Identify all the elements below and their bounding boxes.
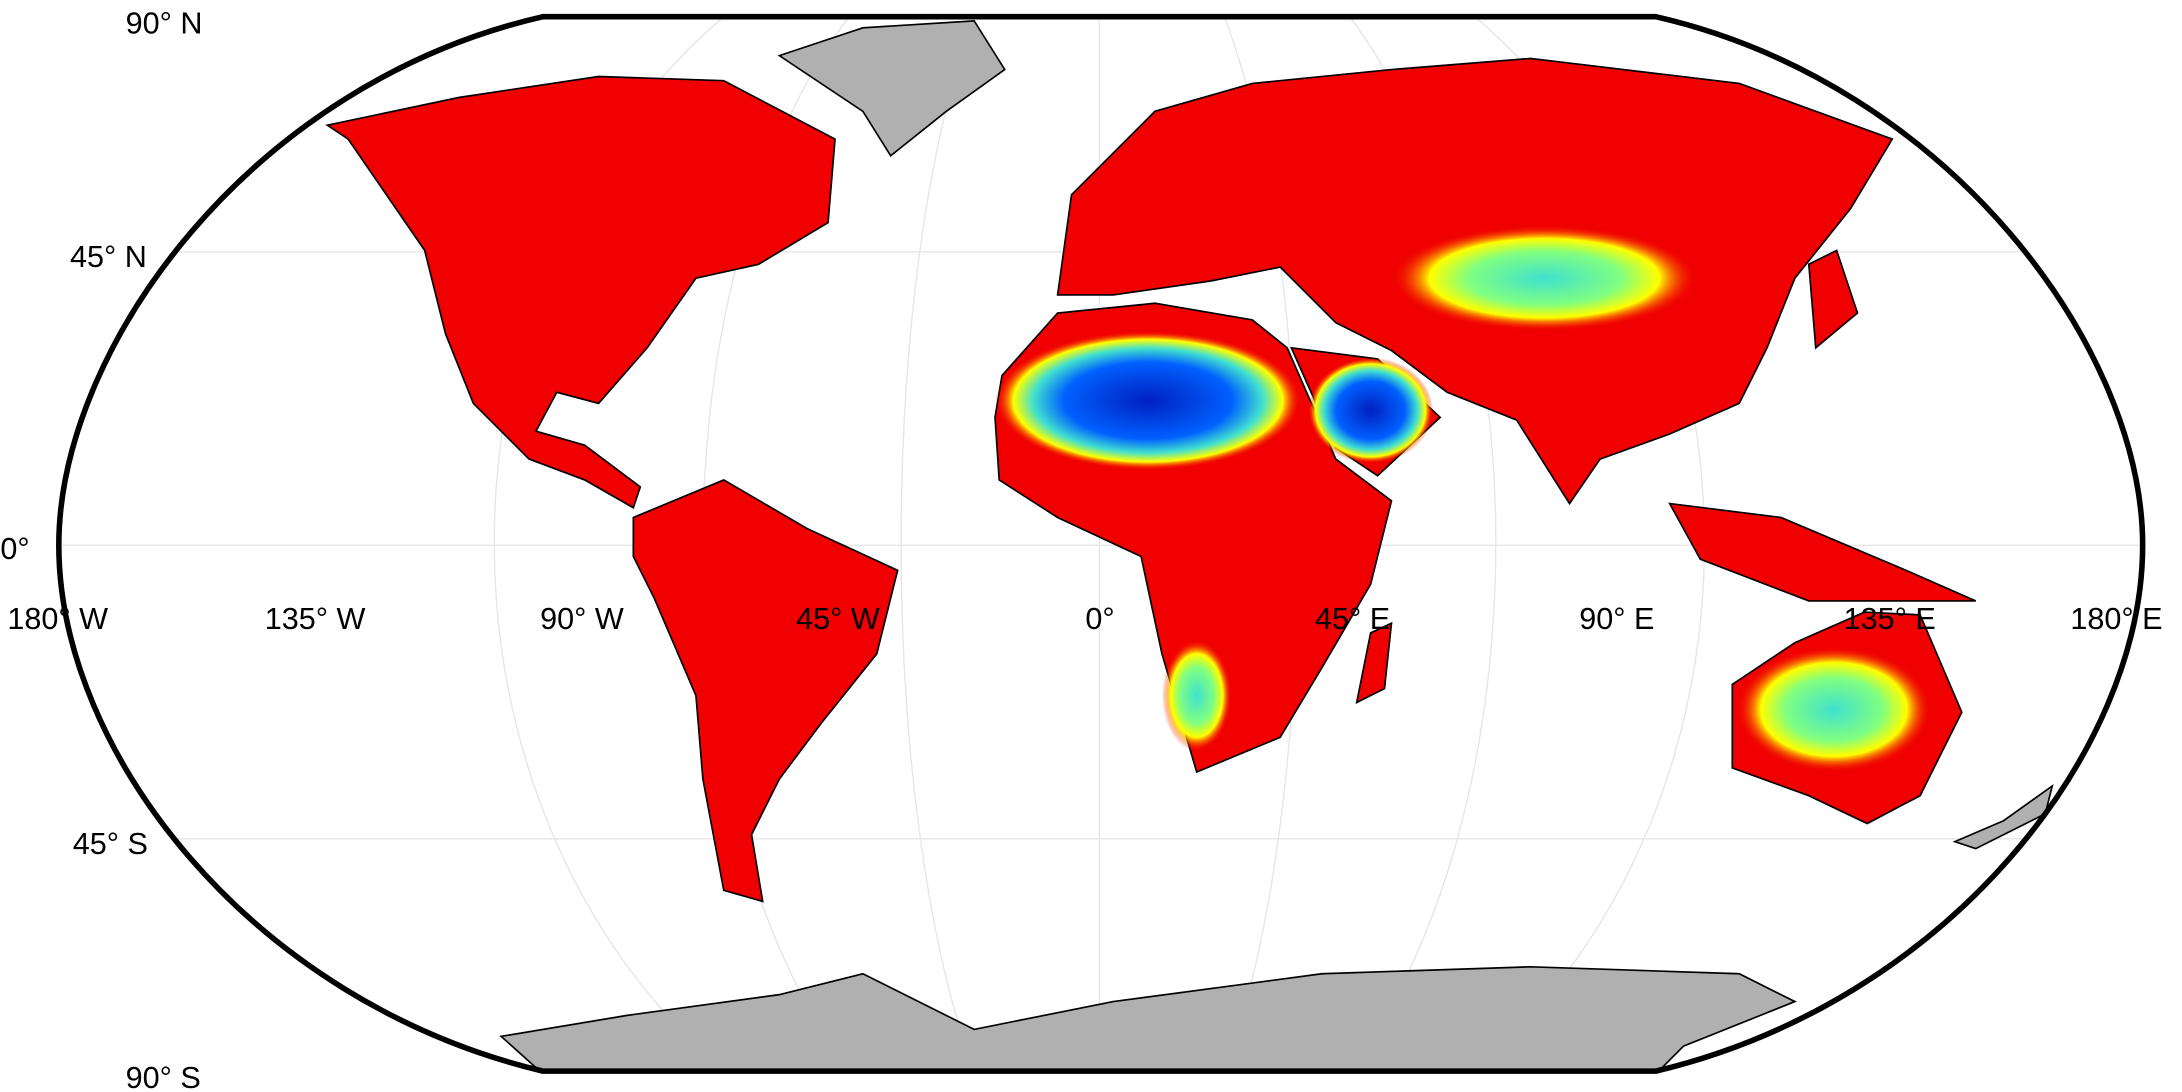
- lat-label-45s: 45° S: [73, 827, 148, 861]
- lon-label-45w: 45° W: [796, 602, 880, 636]
- australia-low-values: [1736, 646, 1932, 773]
- lat-label-45n: 45° N: [70, 240, 147, 274]
- lon-label-135w: 135° W: [265, 602, 366, 636]
- map-frame: [56, 13, 2146, 1074]
- lon-label-180e: 180° E: [2070, 602, 2162, 636]
- south-america: [632, 478, 899, 903]
- north-america: [325, 75, 836, 509]
- madagascar: [1355, 621, 1393, 705]
- lat-label-0: 0°: [0, 532, 29, 566]
- lon-label-180w: 180° W: [7, 602, 108, 636]
- japan: [1807, 249, 1859, 350]
- antarctica: [499, 965, 1797, 1072]
- southeast-asia-islands: [1668, 502, 1977, 602]
- arabia-low-values: [1308, 357, 1434, 464]
- southwest-africa-low-values: [1161, 639, 1232, 752]
- lat-label-90s: 90° S: [126, 1061, 201, 1092]
- lon-label-90e: 90° E: [1579, 602, 1654, 636]
- lon-label-135e: 135° E: [1844, 602, 1936, 636]
- lon-label-90w: 90° W: [540, 602, 624, 636]
- central-asia-low-values: [1391, 225, 1698, 332]
- landmasses: [325, 20, 2054, 1072]
- latitude-labels: 90° N 45° N 0° 45° S 90° S: [0, 6, 202, 1092]
- longitude-labels: 180° W 135° W 90° W 45° W 0° 45° E 90° E…: [7, 602, 2162, 636]
- new-zealand-area: [1952, 783, 2054, 850]
- sahara-low-values: [995, 331, 1302, 471]
- lon-label-0: 0°: [1085, 602, 1114, 636]
- greenland: [777, 20, 1006, 158]
- meridian-45w: [900, 16, 975, 1072]
- lat-label-90n: 90° N: [126, 6, 203, 40]
- lon-label-45e: 45° E: [1315, 602, 1390, 636]
